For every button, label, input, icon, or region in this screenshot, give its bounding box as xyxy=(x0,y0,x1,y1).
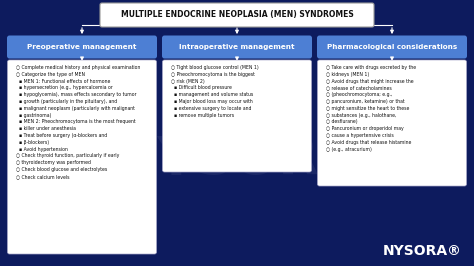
Text: ○ Tight blood glucose control (MEN 1)
  ○ Pheochromocytoma is the biggest
  ○ ri: ○ Tight blood glucose control (MEN 1) ○ … xyxy=(168,65,259,118)
Text: MULTIPLE ENDOCRINE NEOPLASIA (MEN) SYNDROMES: MULTIPLE ENDOCRINE NEOPLASIA (MEN) SYNDR… xyxy=(120,10,354,19)
FancyBboxPatch shape xyxy=(100,3,374,27)
Text: Preoperative management: Preoperative management xyxy=(27,44,137,50)
Text: Intraoperative management: Intraoperative management xyxy=(179,44,295,50)
Text: NYSORA®: NYSORA® xyxy=(383,244,462,258)
FancyBboxPatch shape xyxy=(162,35,312,59)
FancyBboxPatch shape xyxy=(163,60,311,172)
Text: Pharmacological considerations: Pharmacological considerations xyxy=(327,44,457,50)
Text: ○ Complete medical history and physical examination
  ○ Categorize the type of M: ○ Complete medical history and physical … xyxy=(13,65,141,179)
FancyBboxPatch shape xyxy=(7,35,157,59)
FancyBboxPatch shape xyxy=(8,60,156,254)
FancyBboxPatch shape xyxy=(318,60,466,186)
Text: ○ Take care with drugs excreted by the
  ○ kidneys (MEN 1)
  ○ Avoid drugs that : ○ Take care with drugs excreted by the ○… xyxy=(323,65,417,152)
Text: NYSORA: NYSORA xyxy=(114,134,360,186)
FancyBboxPatch shape xyxy=(317,35,467,59)
